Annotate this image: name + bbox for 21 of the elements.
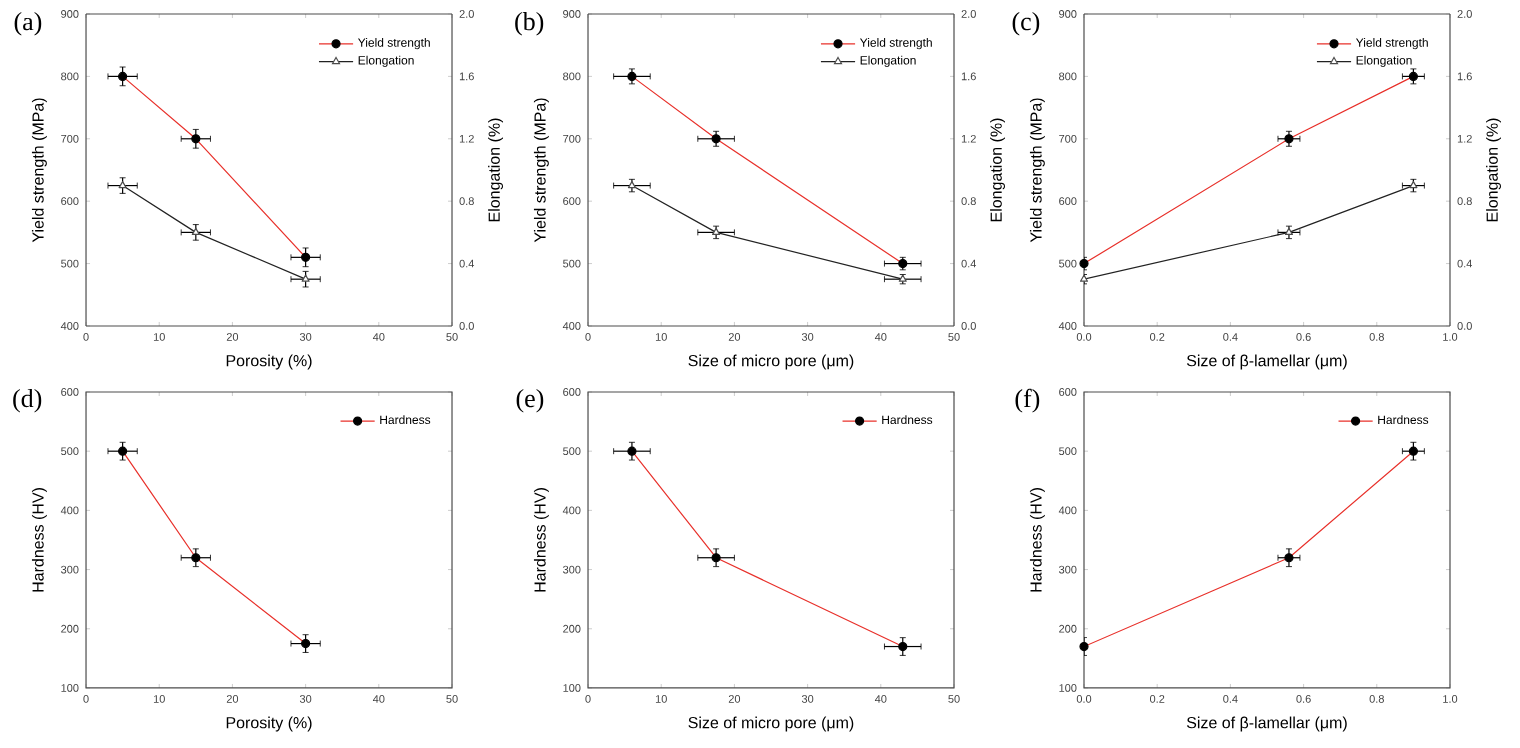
y-axis-title: Yield strength (MPa) [31, 98, 47, 243]
x-axis-title: Size of β-lamellar (μm) [1186, 354, 1347, 370]
y2-axis-title: Elongation (%) [1486, 118, 1501, 222]
y-axis-title: Hardness (HV) [1029, 488, 1045, 592]
x-axis-title: Size of micro pore (μm) [688, 716, 854, 732]
x-axis-title: Size of micro pore (μm) [688, 354, 854, 370]
y-axis-title: Hardness (HV) [31, 488, 47, 592]
chart-title: (a) [14, 12, 42, 36]
chart-title: (c) [1012, 12, 1040, 36]
chart-title: (b) [515, 12, 544, 36]
x-axis-title: Size of β-lamellar (μm) [1186, 716, 1347, 732]
y2-axis-title: Elongation (%) [488, 118, 504, 222]
chart-title: (f) [1015, 388, 1040, 413]
chart-title: (d) [13, 388, 42, 413]
chart-title: (e) [516, 388, 544, 413]
y-axis-title: Yield strength (MPa) [533, 98, 549, 243]
x-axis-title: Porosity (%) [226, 716, 312, 732]
x-axis-title: Porosity (%) [226, 354, 312, 370]
y-axis-title: Yield strength (MPa) [1029, 98, 1045, 243]
y-axis-title: Hardness (HV) [533, 488, 549, 592]
y2-axis-title: Elongation (%) [990, 118, 1006, 222]
